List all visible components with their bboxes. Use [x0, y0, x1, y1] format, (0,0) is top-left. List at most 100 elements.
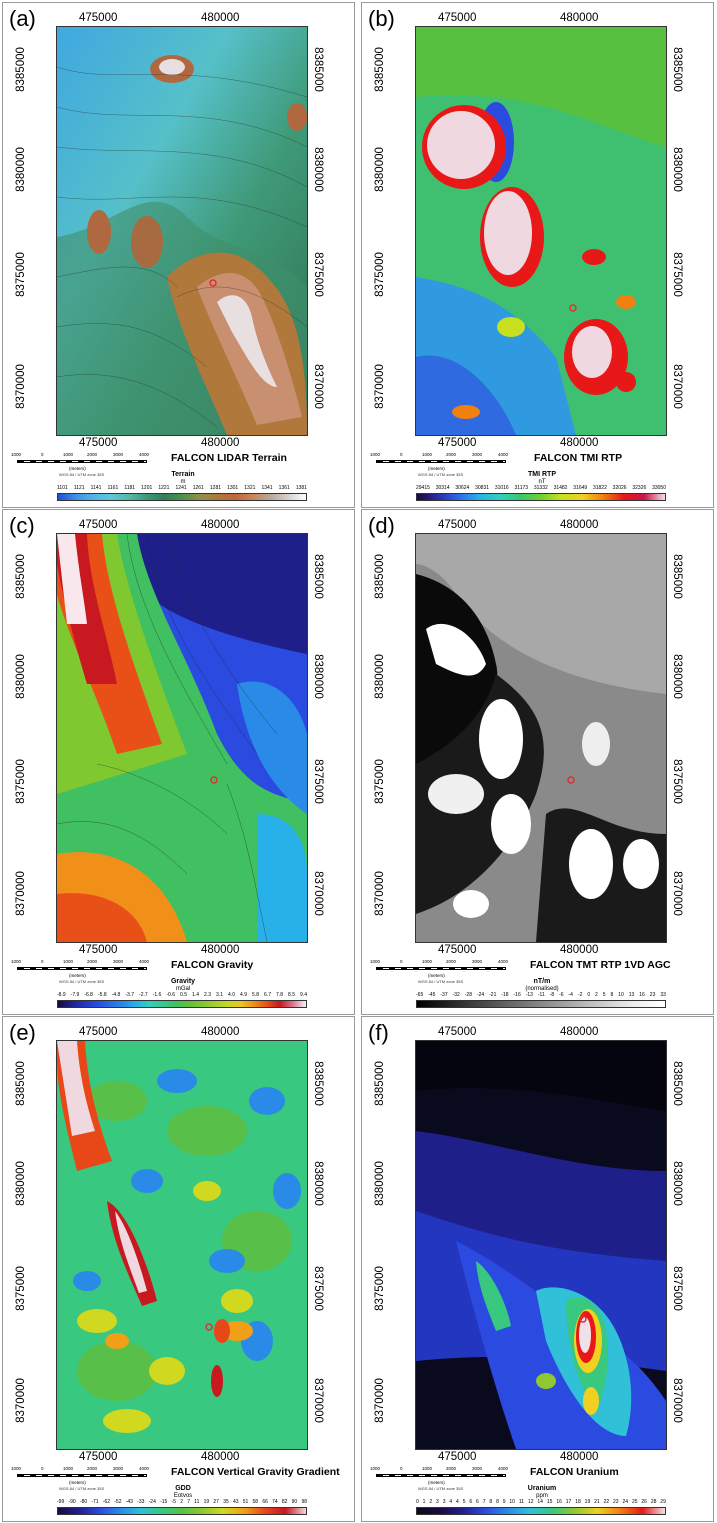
colorbar-tick-label: -2.7: [139, 992, 148, 998]
x-tick-bottom: 480000: [201, 1451, 240, 1463]
colorbar-tick-label: 31482: [553, 485, 568, 491]
colorbar-tick-label: 17: [565, 1499, 572, 1505]
x-tick-top: 475000: [79, 1026, 118, 1038]
colorbar-tick-label: 31173: [514, 485, 529, 491]
colorbar-tick-label: 0.5: [180, 992, 187, 998]
colorbar-tick-label: 5: [462, 1499, 466, 1505]
y-tick-left: 8380000: [14, 147, 27, 192]
y-tick-right: 8370000: [670, 1378, 683, 1423]
colorbar-tick-label: -80: [79, 1499, 88, 1505]
panel-title: FALCON LIDAR Terrain: [171, 452, 287, 464]
uranium-map: [415, 1040, 667, 1450]
colorbar-tick-label: 74: [272, 1499, 278, 1505]
y-tick-right: 8370000: [311, 871, 324, 916]
y-tick-right: 8385000: [670, 47, 683, 92]
panel-title: FALCON Vertical Gravity Gradient: [171, 1466, 340, 1478]
colorbar-tick-label: 9: [502, 1499, 506, 1505]
y-tick-left: 8370000: [14, 871, 27, 916]
colorbar-tick-label: 29415: [416, 485, 430, 491]
x-tick-bottom: 480000: [201, 944, 240, 956]
panel-letter: (a): [9, 6, 36, 31]
x-tick-bottom: 480000: [560, 944, 599, 956]
panel-c: (c) 475000 480000 475000 480000 8385000 …: [2, 509, 355, 1015]
y-tick-left: 8370000: [373, 871, 386, 916]
y-tick-left: 8370000: [373, 1378, 386, 1423]
y-tick-left: 8385000: [14, 1061, 27, 1106]
x-tick-bottom: 480000: [560, 437, 599, 449]
x-tick-bottom: 475000: [79, 437, 118, 449]
x-tick-top: 480000: [560, 12, 599, 24]
x-tick-top: 480000: [201, 519, 240, 531]
y-tick-right: 8380000: [311, 654, 324, 699]
colorbar-tick-label: 1241: [175, 485, 187, 491]
colorbar-tick-label: -32: [452, 992, 460, 998]
colorbar-tick-label: 35: [223, 1499, 229, 1505]
colorbar-tick-label: 9.4: [300, 992, 307, 998]
anomaly-marker-icon: [205, 1323, 213, 1331]
colorbar-labels: 29415 30314 30624 30831 31016 31173 31332 31482…: [416, 484, 666, 492]
colorbar-tick-label: 1301: [227, 485, 239, 491]
colorbar-tick-label: 1121: [73, 485, 85, 491]
colorbar-tick-label: -99: [57, 1499, 65, 1505]
tmt-rtp-1vd-agc-map: [415, 533, 667, 943]
colorbar-tick-label: 16: [639, 992, 645, 998]
colorbar: [416, 493, 666, 501]
y-tick-right: 8375000: [670, 1266, 683, 1311]
panel-letter: (c): [9, 513, 35, 538]
colorbar-tick-label: 2: [595, 992, 598, 998]
colorbar-tick-label: 24: [622, 1499, 629, 1505]
colorbar-tick-label: 1341: [261, 485, 273, 491]
colorbar-tick-label: 7: [187, 1499, 190, 1505]
colorbar: [57, 493, 307, 501]
colorbar-tick-label: 2.3: [204, 992, 211, 998]
x-tick-bottom: 475000: [438, 944, 477, 956]
colorbar-tick-label: -0.6: [166, 992, 175, 998]
x-tick-top: 480000: [201, 12, 240, 24]
colorbar-tick-label: 33050: [652, 485, 666, 491]
colorbar-tick-label: 21: [594, 1499, 600, 1505]
colorbar: [416, 1000, 666, 1008]
anomaly-marker-icon: [567, 776, 575, 784]
terrain-map: [56, 26, 308, 436]
colorbar-labels: 0 1 2 3 3 4 4 5 6 6 7 8 8 9 10 11 12 14 15 16 17 18 19 21 22 23 24…: [416, 1498, 666, 1506]
panel-letter: (b): [368, 6, 395, 31]
panel-title: FALCON Gravity: [171, 959, 254, 971]
y-tick-right: 8375000: [311, 252, 324, 297]
vertical-gravity-gradient-map: [56, 1040, 308, 1450]
colorbar-tick-label: -28: [464, 992, 472, 998]
colorbar-tick-label: 31822: [592, 485, 607, 491]
colorbar-unit: nT: [538, 479, 546, 485]
colorbar-tick-label: 1: [422, 1499, 426, 1505]
panel-b: (b) 475000 480000 475000 480000 8385000 …: [361, 2, 714, 508]
colorbar-tick-label: 5.8: [252, 992, 259, 998]
colorbar-tick-label: 13: [628, 992, 635, 998]
scale-bar: 1000 0 1000 2000 3000 4000 (meters) WGS …: [11, 959, 150, 984]
colorbar-tick-label: 4: [449, 1499, 453, 1505]
y-tick-right: 8380000: [670, 1161, 683, 1206]
colorbar-tick-label: 1161: [107, 485, 119, 491]
anomaly-marker-icon: [569, 304, 577, 312]
colorbar-tick-label: 33: [660, 992, 666, 998]
colorbar-tick-label: -8: [549, 992, 555, 998]
colorbar-unit: mGal: [175, 986, 191, 992]
colorbar-tick-label: 7.8: [276, 992, 283, 998]
y-tick-right: 8370000: [311, 1378, 324, 1423]
colorbar-tick-label: -13: [525, 992, 533, 998]
y-tick-right: 8370000: [311, 364, 324, 409]
colorbar-tick-label: 11: [194, 1499, 200, 1505]
y-tick-left: 8380000: [373, 1161, 386, 1206]
y-tick-right: 8375000: [670, 252, 683, 297]
gravity-map: [56, 533, 308, 943]
scale-bar: 1000 0 1000 2000 3000 4000 (meters) WGS …: [11, 1466, 150, 1491]
colorbar-tick-label: 14: [537, 1499, 543, 1505]
colorbar-tick-label: 1261: [192, 485, 204, 491]
colorbar-tick-label: -5: [171, 1499, 176, 1505]
colorbar-tick-label: 51: [242, 1499, 249, 1505]
colorbar-tick-label: -6: [559, 992, 564, 998]
x-tick-top: 475000: [79, 519, 118, 531]
colorbar: [416, 1507, 666, 1515]
colorbar-tick-label: 1381: [295, 485, 307, 491]
colorbar-tick-label: 22: [603, 1499, 610, 1505]
colorbar-tick-label: 23: [649, 992, 656, 998]
y-tick-left: 8380000: [14, 654, 27, 699]
